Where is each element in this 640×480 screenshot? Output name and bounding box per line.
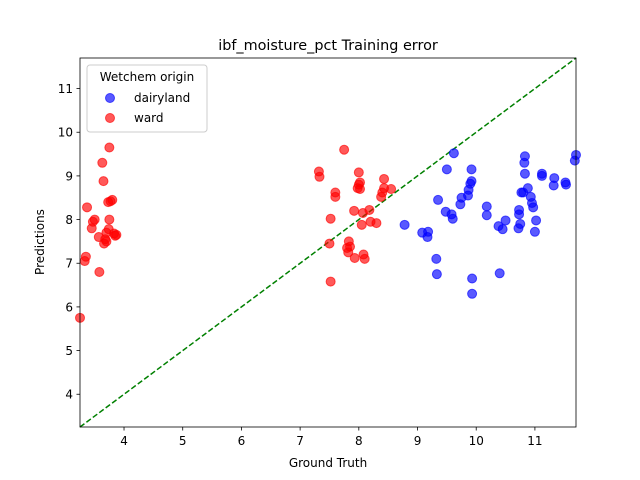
- x-tick-label-8: 8: [355, 434, 363, 448]
- y-axis-label: Predictions: [33, 209, 47, 275]
- data-point-ward-53: [379, 173, 390, 184]
- data-point-ward-8: [94, 266, 105, 277]
- data-point-ward-27: [325, 213, 336, 224]
- data-point-dairyland-10: [447, 213, 458, 224]
- data-point-dairyland-6: [433, 194, 444, 205]
- data-point-dairyland-17: [466, 176, 477, 187]
- data-point-dairyland-45: [549, 173, 560, 184]
- data-point-ward-2: [80, 251, 91, 262]
- data-point-dairyland-4: [431, 253, 442, 264]
- legend-box: [86, 64, 208, 133]
- data-point-dairyland-24: [494, 268, 505, 279]
- data-point-ward-47: [364, 204, 375, 215]
- data-point-ward-35: [345, 241, 356, 252]
- data-points: [75, 142, 581, 323]
- x-tick-label-11: 11: [527, 434, 542, 448]
- data-point-ward-49: [371, 218, 382, 229]
- legend-label-dairyland: dairyland: [134, 91, 190, 105]
- data-point-ward-13: [101, 236, 112, 247]
- x-tick-label-10: 10: [469, 434, 484, 448]
- chart-title: ibf_moisture_pct Training error: [218, 38, 438, 54]
- data-point-ward-36: [349, 205, 360, 216]
- data-point-dairyland-36: [522, 183, 533, 194]
- legend-marker-dairyland: [105, 93, 115, 103]
- data-point-ward-6: [89, 214, 100, 225]
- x-tick-label-7: 7: [296, 434, 304, 448]
- plot-frame: [79, 57, 577, 428]
- data-point-dairyland-47: [561, 179, 572, 190]
- data-point-ward-25: [314, 171, 325, 182]
- legend-title: Wetchem origin: [100, 70, 195, 84]
- y-tick-label-8: 8: [65, 213, 73, 227]
- data-point-dairyland-40: [529, 226, 540, 237]
- data-point-dairyland-11: [448, 148, 459, 159]
- data-point-dairyland-5: [431, 269, 442, 280]
- data-point-dairyland-39: [528, 202, 539, 213]
- data-point-dairyland-26: [500, 215, 511, 226]
- data-point-ward-26: [324, 238, 335, 249]
- data-point-ward-9: [97, 157, 108, 168]
- legend-label-ward: ward: [134, 111, 164, 125]
- x-axis-label: Ground Truth: [289, 456, 367, 470]
- y-tick-label-5: 5: [65, 344, 73, 358]
- y-tick-label-10: 10: [58, 126, 73, 140]
- data-point-ward-20: [107, 194, 118, 205]
- data-point-ward-37: [349, 253, 360, 264]
- data-point-ward-43: [356, 219, 367, 230]
- legend-marker-ward: [105, 113, 115, 123]
- data-point-ward-23: [111, 229, 122, 240]
- data-point-dairyland-20: [467, 273, 478, 284]
- data-point-dairyland-0: [399, 219, 410, 230]
- data-point-dairyland-22: [481, 201, 492, 212]
- y-tick-label-7: 7: [65, 257, 73, 271]
- data-point-ward-3: [82, 202, 93, 213]
- data-point-dairyland-34: [519, 168, 530, 179]
- y-tick-label-11: 11: [58, 82, 73, 96]
- data-point-dairyland-18: [466, 164, 477, 175]
- x-tick-label-4: 4: [120, 434, 128, 448]
- y-tick-label-4: 4: [65, 388, 73, 402]
- data-point-ward-46: [359, 253, 370, 264]
- data-point-ward-28: [325, 276, 336, 287]
- data-point-ward-42: [354, 177, 365, 188]
- x-axis: 4 5 6 7 8 9 10 11: [120, 427, 543, 448]
- data-point-dairyland-19: [467, 288, 478, 299]
- data-point-ward-54: [386, 184, 397, 195]
- data-point-ward-30: [330, 187, 341, 198]
- data-point-dairyland-8: [441, 164, 452, 175]
- data-point-dairyland-29: [514, 204, 525, 215]
- y-tick-label-9: 9: [65, 169, 73, 183]
- y-axis: 4 5 6 7 8 9 10 11: [58, 82, 80, 402]
- data-point-ward-31: [339, 144, 350, 155]
- plot-area: [75, 57, 581, 428]
- data-point-dairyland-25: [497, 224, 508, 235]
- data-point-dairyland-21: [481, 210, 492, 221]
- x-tick-label-6: 6: [238, 434, 246, 448]
- data-point-ward-10: [98, 176, 109, 187]
- data-point-ward-40: [353, 167, 364, 178]
- data-point-dairyland-41: [531, 215, 542, 226]
- data-point-ward-17: [104, 214, 115, 225]
- x-tick-label-5: 5: [179, 434, 187, 448]
- legend: Wetchem origin dairyland ward: [86, 64, 208, 133]
- data-point-dairyland-35: [519, 151, 530, 162]
- data-point-dairyland-30: [515, 218, 526, 229]
- data-point-dairyland-43: [536, 170, 547, 181]
- y-tick-label-6: 6: [65, 300, 73, 314]
- x-tick-label-9: 9: [414, 434, 422, 448]
- data-point-ward-18: [104, 142, 115, 153]
- data-point-dairyland-3: [423, 226, 434, 237]
